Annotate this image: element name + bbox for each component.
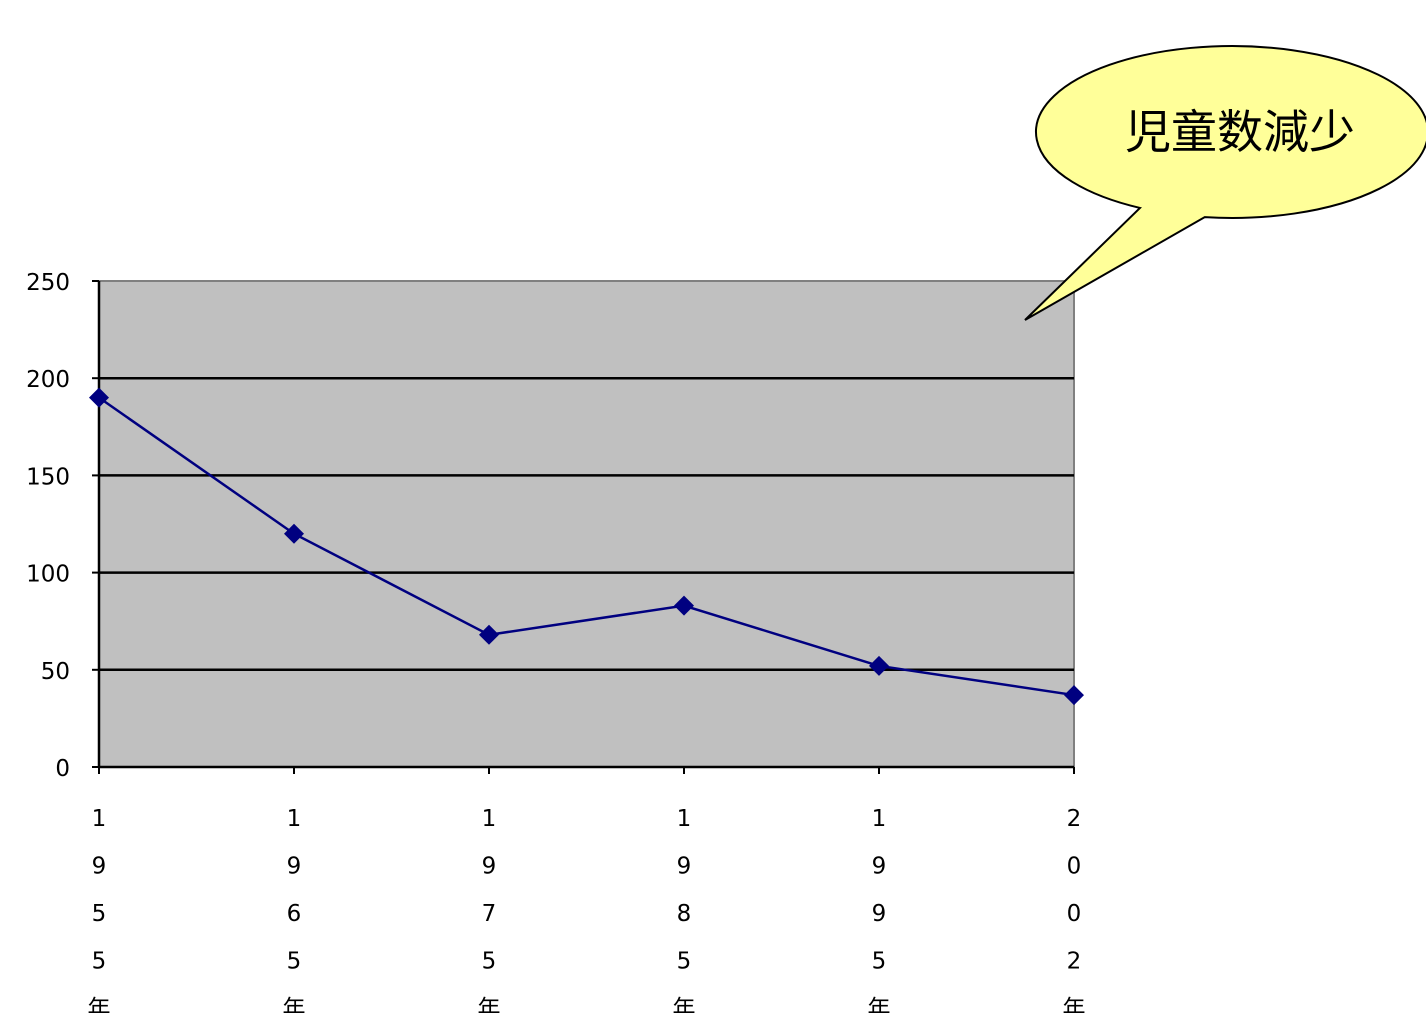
data-point-marker [674, 595, 694, 616]
y-tick-label: 100 [26, 562, 70, 588]
y-axis-ticks: 0 50 100 150 200 250 [26, 270, 99, 782]
y-tick-label: 250 [26, 270, 70, 296]
data-point-marker [89, 387, 109, 408]
callout-text: 児童数減少 [1125, 105, 1355, 159]
y-tick-label: 0 [55, 756, 70, 782]
series-line [98, 396, 1075, 697]
data-point-marker [1064, 685, 1084, 706]
y-tick-label: 50 [41, 659, 70, 685]
data-point-marker [284, 523, 304, 544]
y-tick-label: 200 [26, 367, 70, 393]
data-point-marker [479, 624, 499, 645]
y-tick-label: 150 [26, 464, 70, 490]
callout-bubble [1024, 45, 1426, 321]
x-axis-ticks: 1 9 5 5 年 1 9 6 5 年 1 9 7 5 年 1 9 8 5 年 1 9 9 5 年 2 0 0 2 年 [88, 767, 1086, 1013]
plot-area [98, 280, 1075, 768]
callout: 児童数減少 [1024, 45, 1426, 321]
data-point-marker [869, 655, 889, 676]
axes [97, 281, 1074, 769]
series-markers [89, 387, 1084, 706]
